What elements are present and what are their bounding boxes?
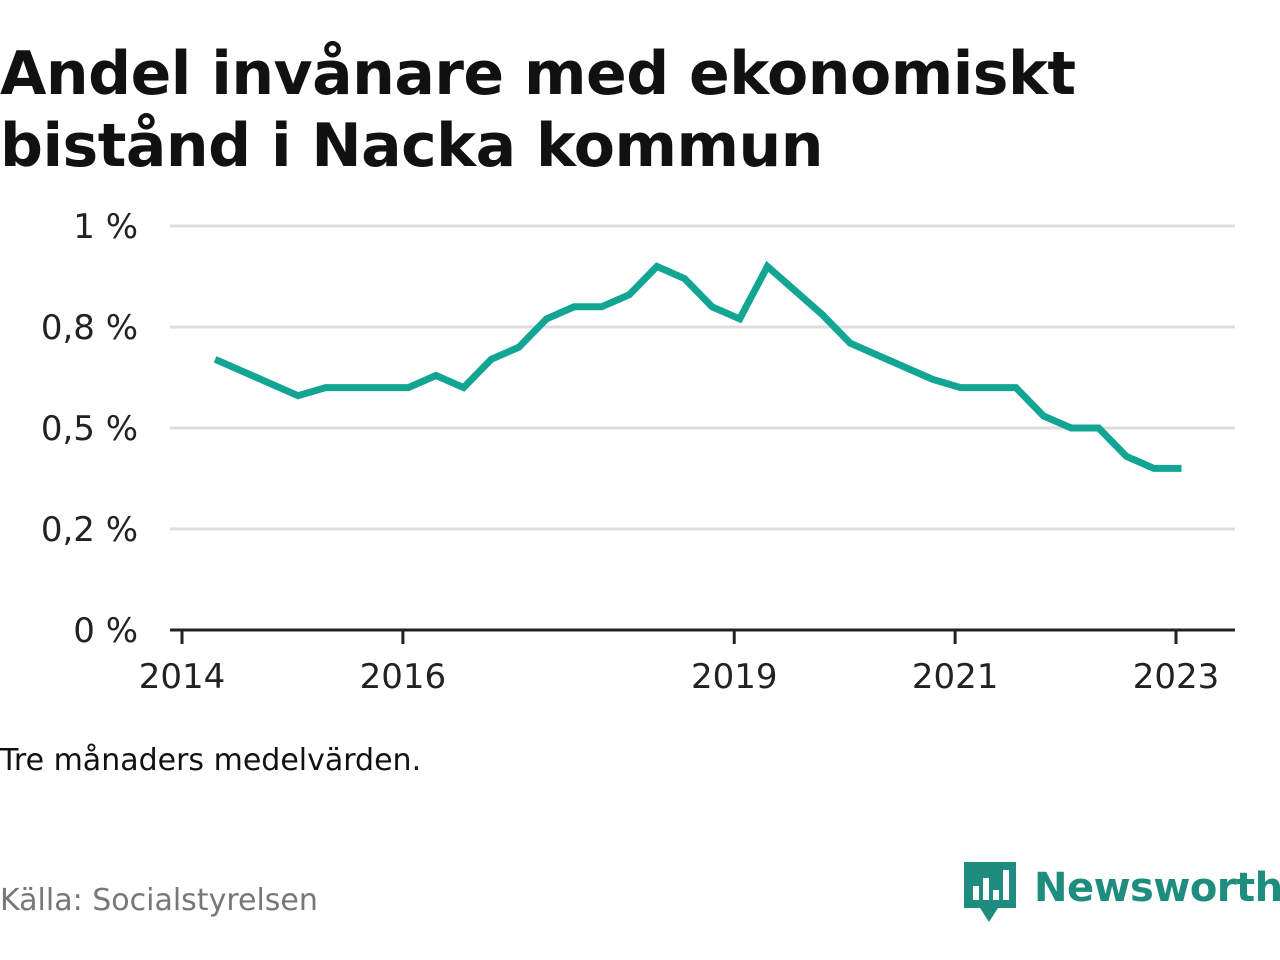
x-tick-label: 2014 xyxy=(139,657,226,697)
chart-note: Tre månaders medelvärden. xyxy=(0,743,422,778)
brand-name: Newsworthy xyxy=(1034,865,1280,911)
brand-logo-group: Newsworthy xyxy=(964,862,1280,926)
x-tick-label: 2021 xyxy=(912,657,999,697)
y-axis-labels: 0 % 0,2 % 0,5 % 0,8 % 1 % xyxy=(41,207,138,651)
line-chart: 0 %0,2 %0,5 %0,8 %1 % 2014 2016 2019 2021 20… xyxy=(41,207,1235,697)
y-tick-label: 1 % xyxy=(73,207,138,247)
x-axis: 2014 2016 2019 2021 2023 xyxy=(139,628,1235,697)
source-credit: Källa: Socialstyrelsen xyxy=(0,883,318,918)
x-tick-label: 2019 xyxy=(691,657,778,697)
chart-title: Andel invånare med ekonomiskt bistånd i … xyxy=(0,39,1076,181)
y-tick-label: 0,8 % xyxy=(41,308,138,348)
bar-chart-speech-bubble-icon xyxy=(964,862,1016,922)
y-tick-label: 0,5 % xyxy=(41,409,138,449)
x-tick-label: 2016 xyxy=(360,657,447,697)
x-tick-label: 2023 xyxy=(1133,657,1220,697)
gridlines xyxy=(170,224,1235,531)
y-tick-label: 0 % xyxy=(73,611,138,651)
series-layer xyxy=(213,260,1182,472)
y-tick-label: 0,2 % xyxy=(41,510,138,550)
series-line xyxy=(213,260,1182,472)
